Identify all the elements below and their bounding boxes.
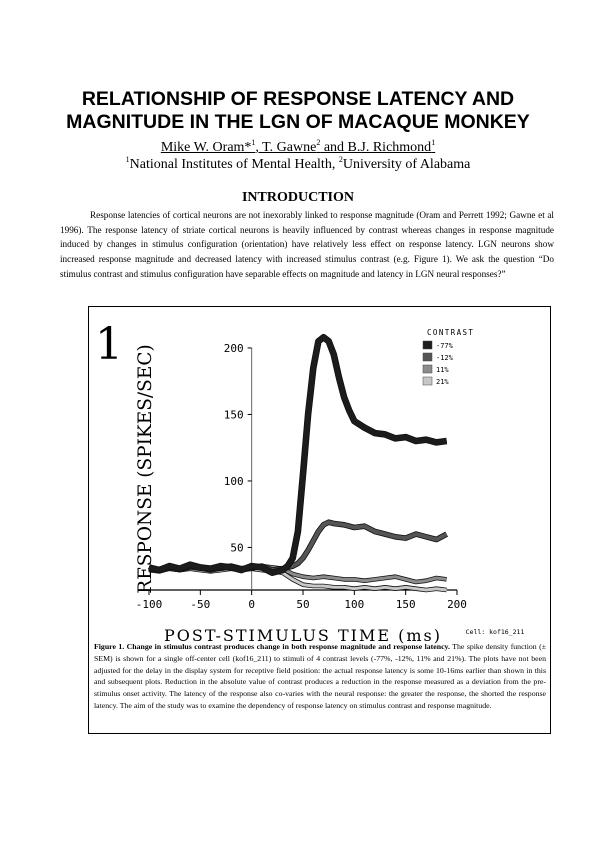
legend-label: 11% [436,366,449,374]
legend-label: -77% [436,342,454,350]
affil-2: University of Alabama [342,157,471,172]
affil-1: National Institutes of Mental Health, [129,157,339,172]
figure-caption: Figure 1. Change in stimulus contrast pr… [94,641,546,712]
y-tick-label: 100 [224,475,244,488]
legend-swatch [422,340,433,350]
legend-swatch [422,364,433,374]
intro-paragraph: Response latencies of cortical neurons a… [60,210,554,279]
y-axis-label: RESPONSE (SPIKES/SEC) [135,344,156,593]
title-line-2: MAGNITUDE IN THE LGN OF MACAQUE MONKEY [66,111,530,133]
section-heading: INTRODUCTION [241,190,354,205]
affil-1-marker: 1 [125,155,130,164]
legend-swatch [422,352,433,362]
author-line: Mike W. Oram*1, T. Gawne2 and B.J. Richm… [20,139,576,156]
y-tick-label: 150 [224,408,244,421]
x-tick-label: 200 [447,598,467,611]
figure-1: 1 RESPONSE (SPIKES/SEC) -100 -50 0 50 100 150 20… [88,306,551,734]
legend-swatch [422,376,433,386]
cell-label: Cell: kof16_211 [466,628,525,636]
legend-title: CONTRAST [427,328,474,337]
affil-2-marker: 2 [338,155,343,164]
paper-title: RELATIONSHIP OF RESPONSE LATENCY AND MAG… [20,88,576,134]
response-chart: 1 RESPONSE (SPIKES/SEC) -100 -50 0 50 100 150 20… [95,319,525,645]
x-tick-label: 0 [248,598,255,611]
author-gawne-affil: 2 [316,138,321,147]
x-tick-label: 50 [296,598,309,611]
title-line-1: RELATIONSHIP OF RESPONSE LATENCY AND [81,88,515,110]
x-tick-label: 150 [396,598,416,611]
legend-label: -12% [436,354,454,362]
affiliations: 1National Institutes of Mental Health, 2… [20,156,576,173]
x-tick-label: 100 [344,598,364,611]
x-tick-label: -100 [136,598,163,611]
y-tick-label: 50 [230,541,243,554]
author-oram: Mike W. Oram* [160,140,252,155]
x-tick-label: -50 [190,598,210,611]
author-richmond-affil: 1 [431,138,436,147]
caption-title: Figure 1. Change in stimulus contrast pr… [94,642,450,651]
y-tick-label: 200 [224,342,244,355]
x-axis-label: POST-STIMULUS TIME (ms) [164,626,442,645]
author-names: Mike W. Oram*1, T. Gawne2 and B.J. Richm… [160,138,436,156]
figure-number: 1 [95,319,123,370]
caption-body: The spike density function (± SEM) is sh… [94,642,546,710]
author-gawne: , T. Gawne [255,140,317,155]
legend-label: 21% [436,378,449,386]
author-richmond: and B.J. Richmond [320,140,432,155]
author-oram-affil: 1 [251,138,256,147]
series-line [148,334,448,576]
